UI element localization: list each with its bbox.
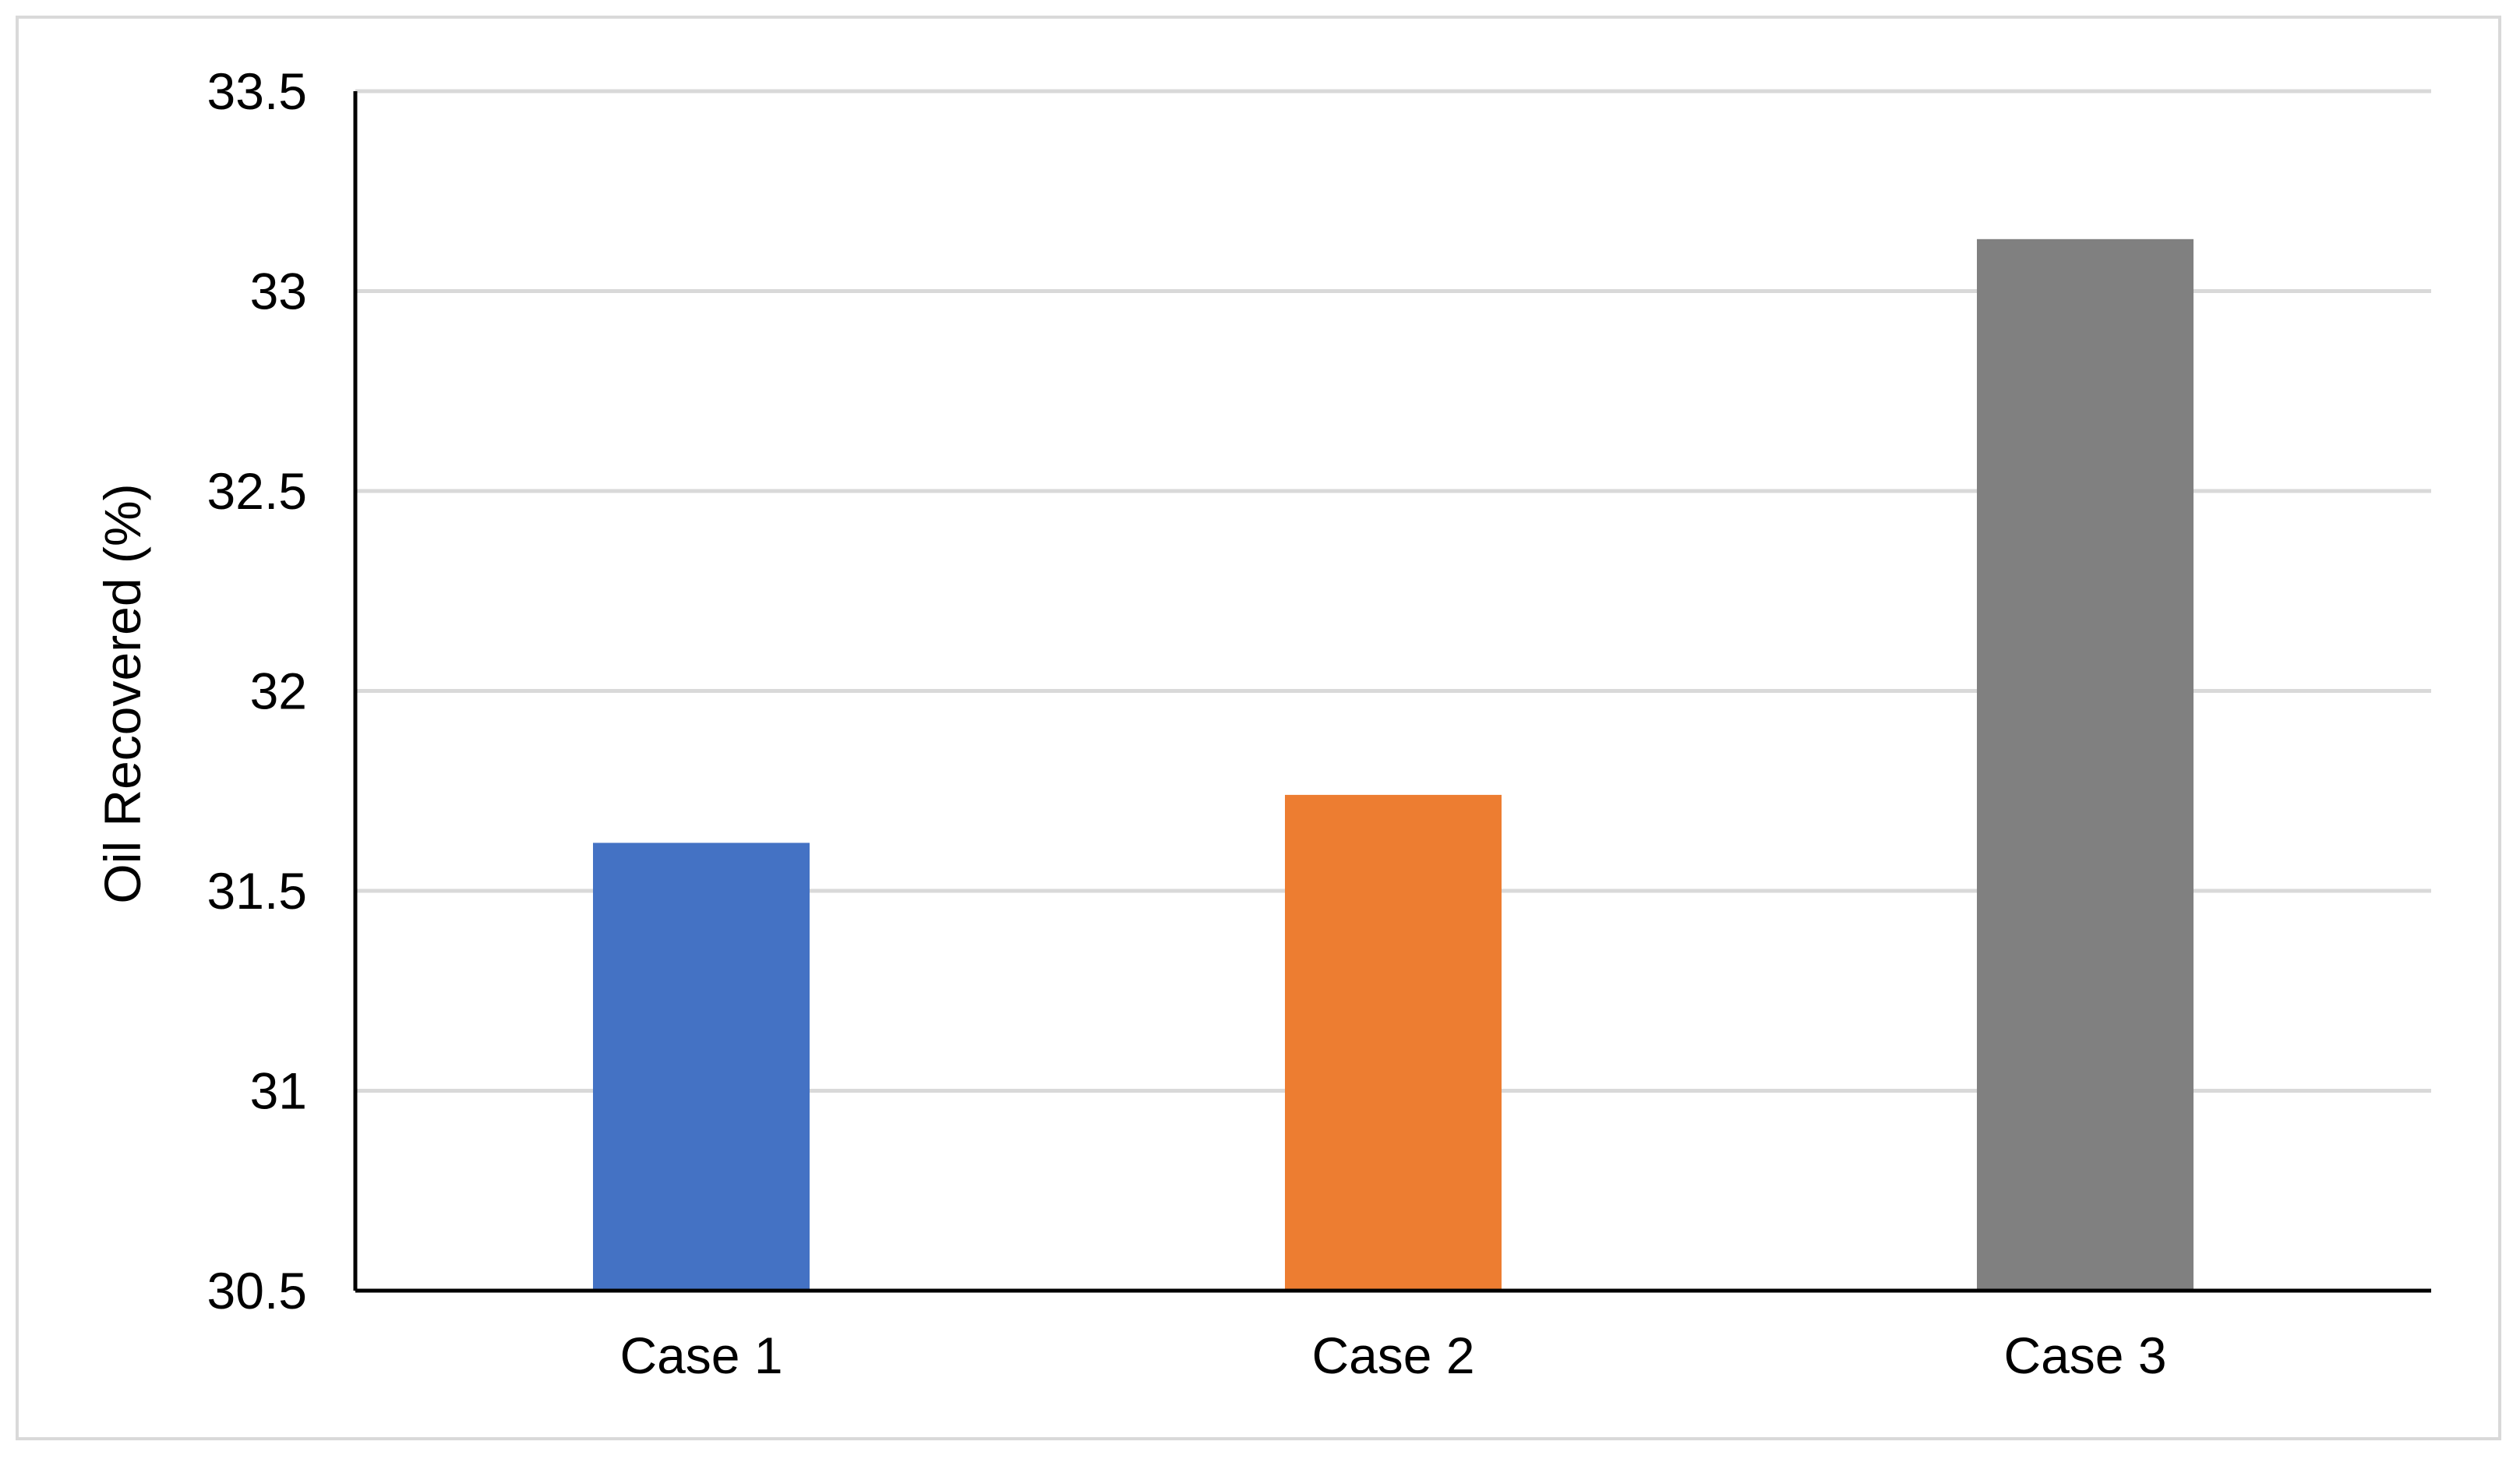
y-tick-label: 33.5 bbox=[207, 62, 307, 120]
y-tick-label: 31.5 bbox=[207, 862, 307, 920]
x-tick-label: Case 2 bbox=[1311, 1327, 1474, 1384]
y-tick-label: 31 bbox=[250, 1062, 307, 1120]
bars bbox=[593, 238, 2194, 1291]
bar-case-2 bbox=[1285, 794, 1502, 1291]
x-tick-label: Case 1 bbox=[619, 1327, 782, 1384]
y-tick-label: 32.5 bbox=[207, 462, 307, 520]
bar-case-1 bbox=[593, 843, 810, 1291]
y-axis-title: Oil Recovered (%) bbox=[94, 483, 151, 903]
axes bbox=[353, 91, 2431, 1293]
y-tick-label: 32 bbox=[250, 662, 307, 720]
y-tick-label: 33 bbox=[250, 263, 307, 320]
bar-case-3 bbox=[1977, 238, 2194, 1291]
x-tick-label: Case 3 bbox=[2003, 1327, 2166, 1384]
labels: 30.5 31 31.5 32 32.5 33 33.5 Case 1 Case 2 Case 3 bbox=[207, 62, 2167, 1384]
y-tick-label: 30.5 bbox=[207, 1262, 307, 1319]
